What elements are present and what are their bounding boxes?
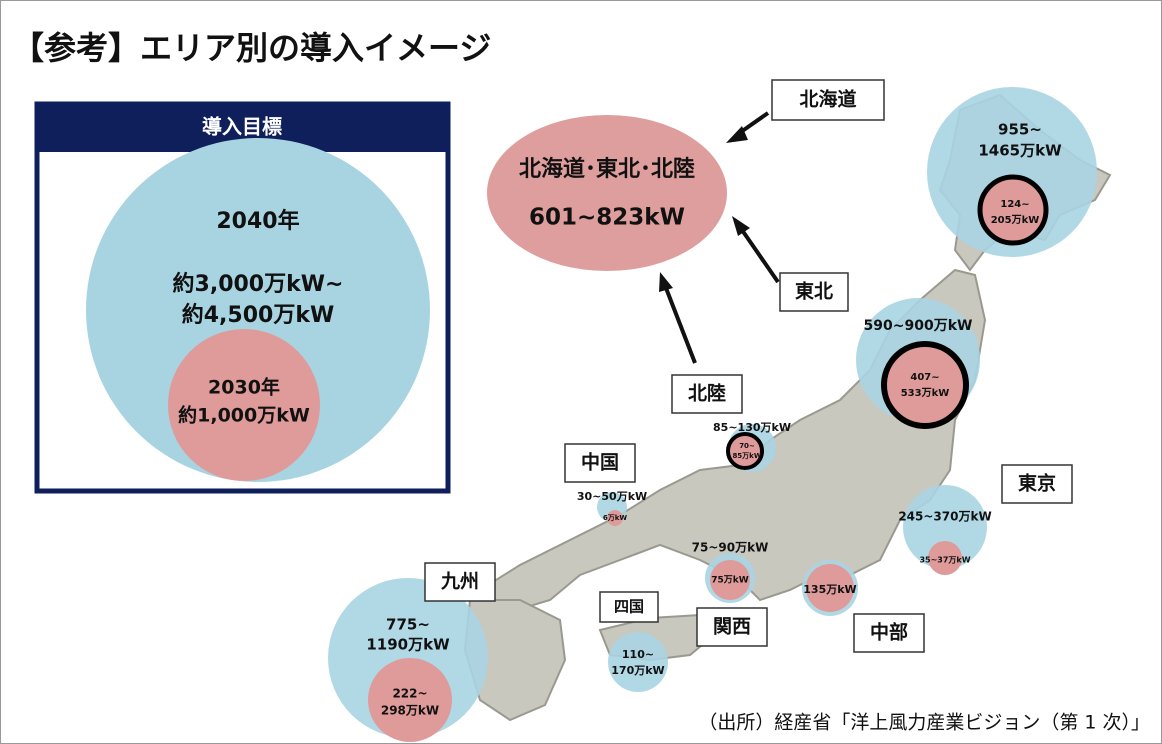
region-outer-text: 245~370万kW (898, 510, 991, 524)
region-outer (608, 632, 668, 692)
region-outer-text: 170万kW (611, 664, 664, 677)
region-inner-text: 124~ (1000, 199, 1029, 210)
summary-value: 601~823kW (529, 205, 685, 231)
region-inner-text: 298万kW (381, 704, 439, 718)
region-outer-text: 85~130万kW (713, 421, 791, 434)
arrows (659, 111, 780, 364)
legend-inner-circle (168, 329, 320, 481)
title: 【参考】エリア別の導入イメージ (12, 29, 491, 67)
region-inner (806, 564, 854, 612)
region-inner-text: 75万kW (711, 575, 749, 586)
region-name: 中部 (870, 621, 908, 644)
legend-outer-year: 2040年 (216, 208, 299, 234)
region-inner-text: 70~ (739, 442, 755, 450)
region-name: 関西 (713, 616, 751, 638)
label-box (696, 607, 768, 647)
region-name: 北海道 (799, 88, 856, 111)
legend-inner-year: 2030年 (208, 376, 280, 399)
label-box (671, 374, 743, 414)
region-inner-text: 407~ (910, 372, 939, 383)
region-labels: 北海道 東北 北陸 中国 東京 関西 中部 九州 四国 (424, 79, 1073, 653)
region-inner-text: 135万kW (803, 583, 856, 596)
region-outer-text: 955~ (998, 121, 1042, 139)
region-outer (903, 485, 987, 569)
region-inner (607, 510, 623, 526)
region-name: 東京 (1018, 472, 1056, 495)
region-outer-text: 590~900万kW (864, 318, 973, 334)
region-inner (928, 541, 962, 575)
legend-inner-value: 約1,000万kW (178, 404, 310, 427)
region-inner-text: 85万kW (732, 452, 761, 460)
region-inner (726, 432, 764, 470)
region-inner-text: 205万kW (991, 214, 1040, 226)
summary-ellipse (487, 115, 727, 271)
region-inner (881, 341, 969, 429)
summary-label: 北海道･東北･北陸 (519, 156, 695, 182)
region-outer-text: 75~90万kW (692, 541, 769, 555)
region-name: 中国 (581, 451, 619, 474)
region-outer-text: 1190万kW (366, 636, 450, 654)
legend-outer-line: 約4,500万kW (182, 302, 335, 328)
regions: 955~ 1465万kW 124~ 205万kW 590~900万kW 407~… (328, 87, 1097, 742)
region-outer-text: 1465万kW (978, 142, 1062, 160)
label-box (853, 613, 925, 653)
label-box (564, 443, 636, 483)
source: （出所）経産省「洋上風力産業ビジョン（第 1 次）」 (698, 712, 1150, 734)
label-box (771, 79, 885, 121)
region-inner-text: 6万kW (603, 514, 628, 522)
label-box (779, 272, 849, 312)
region-inner (710, 560, 750, 600)
region-inner (977, 174, 1049, 246)
region-inner-text: 533万kW (901, 387, 950, 399)
label-box (599, 591, 659, 623)
region-name: 北陸 (688, 382, 726, 405)
region-name: 九州 (440, 571, 479, 593)
label-box (1001, 464, 1073, 504)
label-box (424, 562, 496, 602)
region-outer-text: 110~ (622, 648, 654, 661)
legend-header: 導入目標 (202, 115, 282, 139)
region-name: 東北 (795, 280, 833, 303)
region-inner (368, 658, 452, 742)
region-inner-text: 222~ (392, 687, 427, 701)
legend-outer-line: 約3,000万kW~ (173, 271, 344, 297)
region-inner-text: 35~37万kW (919, 556, 970, 565)
region-name: 四国 (614, 598, 644, 616)
region-outer-text: 30~50万kW (577, 490, 647, 503)
region-outer-text: 775~ (386, 616, 430, 634)
region-outer (927, 87, 1097, 257)
